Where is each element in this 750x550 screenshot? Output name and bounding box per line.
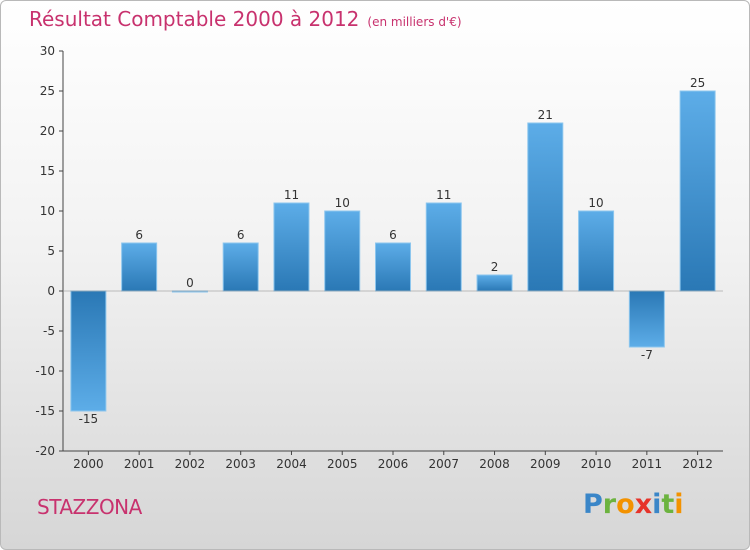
y-tick-label: 20 [40,124,55,138]
x-tick-label-2011: 2011 [632,457,663,471]
y-tick-label: 25 [40,84,55,98]
value-label-2003: 6 [237,228,245,242]
x-tick-label-2001: 2001 [124,457,155,471]
value-label-2005: 10 [335,196,350,210]
chart-subtitle: (en milliers d'€) [367,15,462,29]
bar-2010[interactable] [578,210,615,292]
x-tick-label-2003: 2003 [225,457,256,471]
value-label-2001: 6 [135,228,143,242]
logo-letter: i [652,489,662,520]
proxiti-logo[interactable]: Proxiti [583,489,684,520]
y-tick-label: 15 [40,164,55,178]
bar-2008[interactable] [476,274,513,292]
x-tick-label-2007: 2007 [428,457,459,471]
commune-name: STAZZONA [37,495,142,519]
y-tick-label: 0 [47,284,55,298]
bar-2011[interactable] [628,290,665,348]
bar-2012[interactable] [679,90,716,292]
bar-2000[interactable] [70,290,107,412]
x-tick-label-2005: 2005 [327,457,358,471]
bar-2004[interactable] [273,202,310,292]
chart-title: Résultat Comptable 2000 à 2012 (en millie… [29,7,462,31]
logo-letter: r [602,489,617,520]
logo-letter: x [634,489,653,520]
chart-title-text: Résultat Comptable 2000 à 2012 [29,7,360,31]
logo-letter: P [583,489,603,520]
value-label-2002: 0 [186,276,194,290]
logo-letter: o [616,489,635,520]
y-tick-label: 5 [47,244,55,258]
x-tick-label-2012: 2012 [682,457,713,471]
value-label-2006: 6 [389,228,397,242]
y-tick-label: 30 [40,44,55,58]
y-tick-label: -15 [35,404,55,418]
logo-letter: i [674,489,684,520]
value-label-2007: 11 [436,188,451,202]
y-axis-ticks: -20 -15 -10 -5 0 5 10 15 20 25 30 [35,44,63,458]
value-label-2009: 21 [538,108,553,122]
value-label-2000: -15 [79,412,99,426]
bar-2003[interactable] [222,242,259,292]
value-label-2010: 10 [588,196,603,210]
y-tick-label: -5 [43,324,55,338]
x-tick-label-2004: 2004 [276,457,307,471]
x-tick-label-2002: 2002 [175,457,206,471]
x-tick-label-2010: 2010 [581,457,612,471]
value-label-2008: 2 [491,260,499,274]
x-tick-label-2008: 2008 [479,457,510,471]
y-tick-label: -10 [35,364,55,378]
bar-2007[interactable] [425,202,462,292]
x-tick-label-2000: 2000 [73,457,104,471]
bar-2005[interactable] [324,210,361,292]
x-tick-label-2006: 2006 [378,457,409,471]
bar-2001[interactable] [121,242,158,292]
bars [70,90,716,412]
axes: 2000 2001 2002 2003 2004 2005 2006 2007 2008 2009… [62,51,723,471]
y-tick-label: -20 [35,444,55,458]
bar-2009[interactable] [527,122,564,292]
value-label-2004: 11 [284,188,299,202]
y-tick-label: 10 [40,204,55,218]
logo-letter: t [661,489,675,520]
value-label-2012: 25 [690,76,705,90]
data-labels: -15 6 0 6 11 10 6 11 2 21 10 -7 25 [79,76,706,426]
value-label-2011: -7 [641,348,653,362]
bar-2006[interactable] [375,242,411,292]
x-tick-label-2009: 2009 [530,457,561,471]
